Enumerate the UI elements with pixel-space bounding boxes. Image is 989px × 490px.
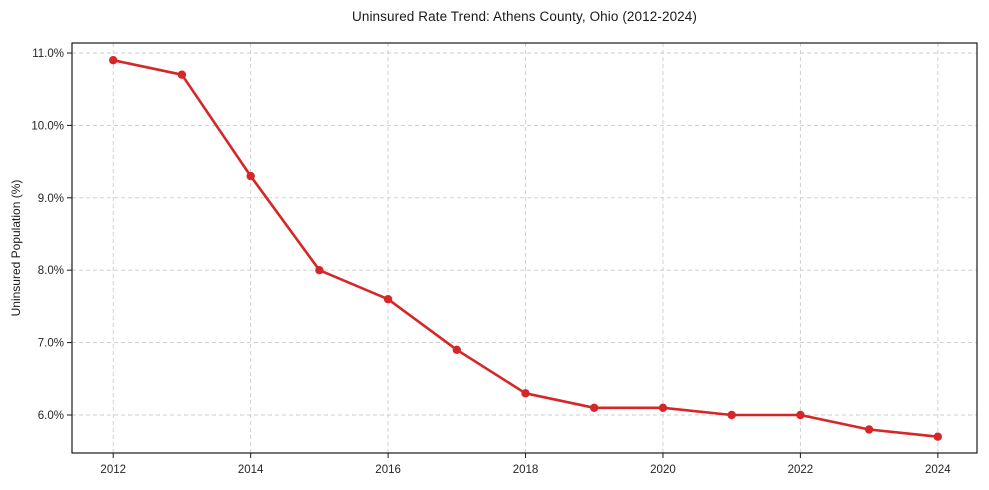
x-tick-label: 2018 bbox=[513, 464, 539, 476]
data-point bbox=[864, 425, 874, 434]
x-tick-label: 2024 bbox=[925, 464, 951, 476]
data-point bbox=[933, 432, 942, 441]
x-tick-label: 2020 bbox=[650, 464, 676, 476]
data-point bbox=[177, 70, 187, 79]
data-point bbox=[796, 410, 805, 420]
x-tick-label: 2014 bbox=[238, 464, 264, 476]
data-point bbox=[590, 403, 599, 412]
y-tick-label: 8.0% bbox=[38, 265, 64, 277]
y-tick-label: 11.0% bbox=[32, 48, 64, 60]
data-point bbox=[658, 403, 668, 412]
data-point bbox=[383, 295, 393, 304]
chart-title: Uninsured Rate Trend: Athens County, Ohi… bbox=[351, 9, 697, 24]
data-point bbox=[727, 410, 736, 420]
data-point bbox=[315, 266, 324, 275]
data-point bbox=[521, 389, 530, 398]
x-tick-label: 2016 bbox=[375, 464, 401, 476]
y-tick-label: 10.0% bbox=[31, 120, 64, 132]
data-point bbox=[246, 171, 255, 181]
data-point bbox=[452, 345, 461, 354]
plot-border bbox=[71, 42, 978, 454]
y-tick-label: 6.0% bbox=[38, 410, 64, 422]
x-tick-label: 2012 bbox=[100, 464, 126, 476]
data-point bbox=[109, 56, 118, 65]
y-tick-label: 9.0% bbox=[38, 193, 64, 205]
x-tick-label: 2022 bbox=[788, 464, 814, 476]
y-tick-label: 7.0% bbox=[38, 338, 64, 350]
